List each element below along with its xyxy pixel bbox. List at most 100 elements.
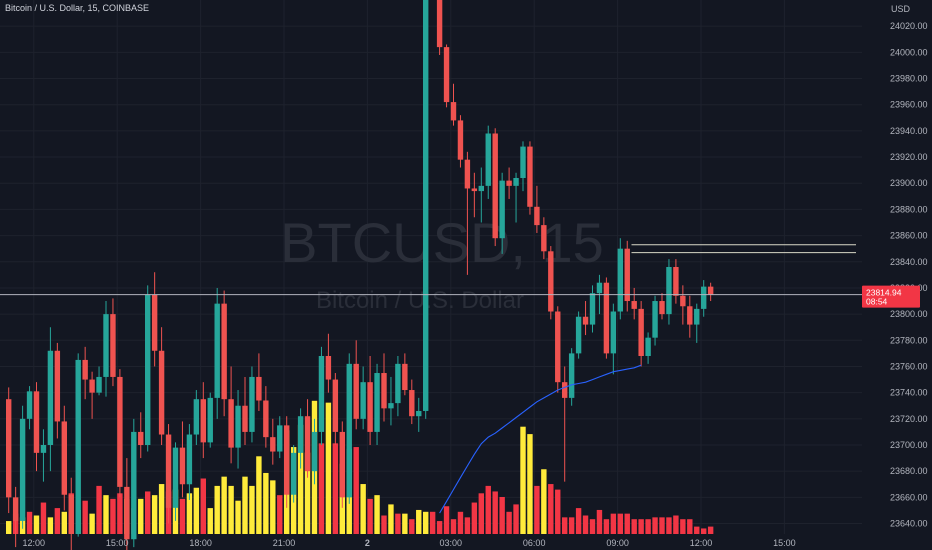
- volume-bar: [492, 491, 498, 534]
- volume-bar: [54, 508, 61, 534]
- candle: [638, 301, 644, 367]
- candle-body: [520, 146, 526, 178]
- candle-body: [624, 248, 630, 302]
- candle-body: [242, 405, 248, 432]
- candle: [555, 306, 561, 393]
- candle-body: [68, 494, 74, 534]
- candle: [513, 172, 519, 223]
- price-axis-currency: USD: [891, 4, 911, 14]
- time-axis[interactable]: 12:00 15:00 18:00 21:00 2 03:00 06:00 09:00 12:0…: [23, 538, 796, 548]
- candle: [47, 327, 54, 472]
- candle: [652, 295, 658, 346]
- candle: [687, 295, 693, 338]
- candle-body: [117, 376, 123, 487]
- volume-bar: [270, 480, 276, 534]
- candle: [235, 390, 241, 469]
- candle-body: [687, 306, 693, 325]
- candle-body: [200, 399, 206, 443]
- candle: [284, 416, 290, 508]
- volume-bar: [381, 515, 387, 534]
- candle-body: [603, 282, 610, 354]
- candle-body: [54, 350, 61, 422]
- volume-bar: [249, 485, 255, 534]
- candle-body: [701, 286, 707, 309]
- candle: [75, 353, 81, 537]
- candles: [6, 0, 714, 550]
- price-tick-label: 23940.00: [890, 126, 928, 136]
- price-tick-label: 23740.00: [890, 388, 928, 398]
- volume-bar: [499, 497, 505, 534]
- candle-body: [332, 379, 339, 432]
- candle-body: [673, 267, 679, 296]
- volume-bar: [388, 504, 394, 534]
- time-tick-label: 18:00: [189, 538, 212, 548]
- candle: [423, 0, 429, 419]
- candle: [492, 128, 498, 247]
- volume-bar: [89, 513, 95, 534]
- volume-bar: [242, 476, 248, 534]
- volume-bar: [374, 495, 380, 534]
- candle: [19, 405, 26, 529]
- price-tick-label: 23860.00: [890, 231, 928, 241]
- candle: [568, 348, 575, 406]
- moving-average-line: [439, 364, 642, 514]
- candle-body: [534, 206, 540, 226]
- candle: [589, 285, 596, 333]
- candle: [402, 353, 408, 396]
- volume-bar: [158, 484, 165, 534]
- price-tick-label: 23800.00: [890, 309, 928, 319]
- candle-body: [478, 185, 484, 192]
- candle: [117, 369, 123, 498]
- volume-bar: [541, 469, 547, 534]
- candle-body: [82, 359, 88, 380]
- candle-body: [158, 350, 165, 435]
- volume-bar: [117, 493, 123, 534]
- candle-body: [249, 376, 255, 432]
- candle: [242, 376, 248, 445]
- candle: [624, 240, 630, 312]
- volume-bar: [485, 485, 491, 534]
- candle: [325, 333, 332, 393]
- candle-body: [19, 418, 26, 521]
- volume-bar: [297, 424, 304, 534]
- price-tick-label: 24020.00: [890, 21, 928, 31]
- price-tick-label: 23720.00: [890, 414, 928, 424]
- candle: [416, 397, 422, 432]
- time-tick-label: 15:00: [106, 538, 129, 548]
- volume-bar: [277, 495, 283, 534]
- candle-body: [680, 295, 686, 307]
- candle-body: [151, 294, 158, 351]
- volume-bar: [603, 519, 610, 534]
- candle-body: [568, 353, 575, 398]
- candle-body: [256, 376, 262, 401]
- price-axis-background: [862, 0, 932, 550]
- price-tick-label: 23780.00: [890, 335, 928, 345]
- candle-body: [395, 363, 401, 404]
- volume-bar: [568, 517, 575, 534]
- candle-body: [541, 225, 547, 252]
- candle-body: [6, 399, 12, 498]
- price-axis[interactable]: USD 24020.00 24000.00 23980.00 23960.00 2394…: [862, 0, 932, 550]
- volume-bar: [207, 508, 213, 534]
- price-tick-label: 23680.00: [890, 466, 928, 476]
- candle: [270, 418, 276, 465]
- candle: [575, 311, 582, 359]
- candle: [40, 429, 47, 482]
- volume-bar: [200, 478, 206, 534]
- volume-bar: [694, 526, 700, 534]
- candle-body: [145, 294, 151, 445]
- horizontal-lines[interactable]: [631, 244, 857, 254]
- volume-bar: [513, 504, 519, 534]
- volume-bar: [624, 513, 630, 534]
- volume-bar: [318, 443, 325, 534]
- candle: [562, 366, 568, 482]
- candle-body: [485, 133, 491, 186]
- candle: [263, 386, 269, 448]
- candle-body: [186, 434, 193, 485]
- candle-body: [416, 410, 422, 417]
- candle: [26, 386, 33, 430]
- volume-bar: [186, 493, 193, 534]
- last-price-countdown: 08:54: [866, 297, 888, 307]
- candle: [138, 412, 144, 459]
